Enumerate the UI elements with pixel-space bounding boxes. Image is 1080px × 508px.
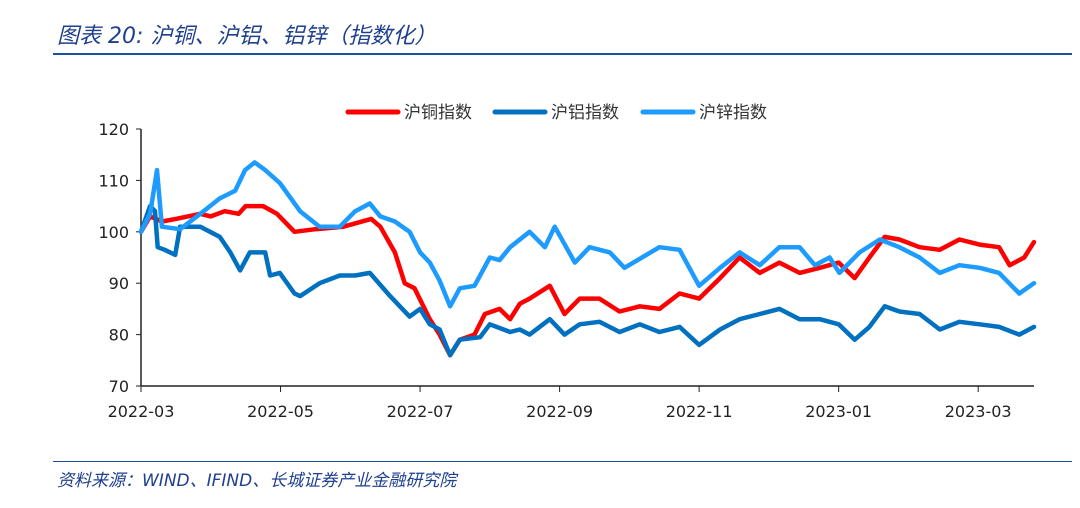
y-tick-label: 90	[109, 274, 129, 293]
x-tick-label: 2022-11	[666, 402, 733, 421]
series-line-1	[138, 203, 1037, 358]
series-line-3	[138, 160, 1037, 309]
figure-title: 图表 20: 沪铜、沪铝、铝锌（指数化）	[57, 24, 437, 49]
x-tick-label: 2022-05	[247, 402, 314, 421]
x-tick-label: 2022-07	[387, 402, 454, 421]
y-tick-label: 100	[98, 223, 129, 242]
title-divider	[53, 53, 1072, 55]
y-tick-label: 110	[98, 171, 129, 190]
series-line-2	[138, 203, 1037, 358]
x-tick-label: 2022-09	[526, 402, 593, 421]
legend-label-2: 沪铝指数	[551, 103, 619, 123]
y-tick-label: 70	[109, 377, 129, 396]
legend-label-3: 沪锌指数	[699, 103, 767, 123]
legend-label-1: 沪铜指数	[404, 103, 472, 123]
y-tick-label: 120	[98, 120, 129, 139]
source-divider	[53, 461, 1072, 462]
y-tick-label: 80	[109, 326, 129, 345]
x-tick-label: 2023-03	[945, 402, 1012, 421]
x-tick-label: 2022-03	[108, 402, 175, 421]
x-tick-label: 2023-01	[805, 402, 872, 421]
source-note: 资料来源：WIND、IFIND、长城证券产业金融研究院	[57, 471, 457, 491]
